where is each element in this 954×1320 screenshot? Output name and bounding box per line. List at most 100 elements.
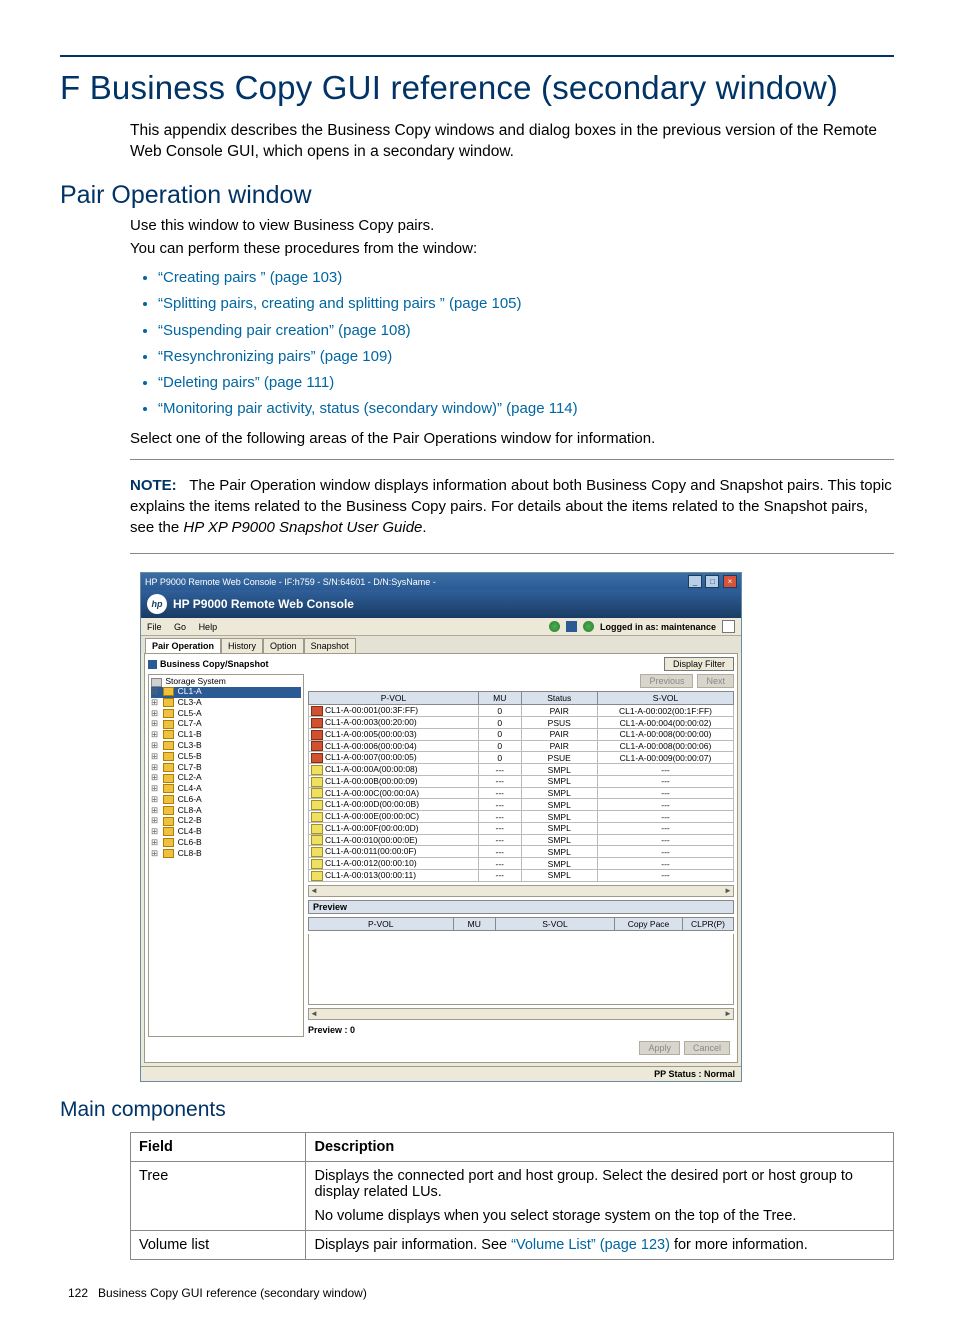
h-scrollbar[interactable]: ◄► bbox=[308, 885, 734, 897]
folder-icon bbox=[163, 698, 174, 707]
table-row[interactable]: CL1-A-00:00F(00:00:0D)---SMPL--- bbox=[309, 822, 734, 834]
tab-snapshot[interactable]: Snapshot bbox=[304, 638, 356, 653]
table-row[interactable]: CL1-A-00:00D(00:00:0B)---SMPL--- bbox=[309, 799, 734, 811]
page-number: 122 bbox=[68, 1286, 88, 1300]
note-label: NOTE: bbox=[130, 477, 177, 494]
pv-th-svol: S-VOL bbox=[496, 917, 615, 930]
tab-history[interactable]: History bbox=[221, 638, 263, 653]
note-block: NOTE: The Pair Operation window displays… bbox=[130, 475, 894, 538]
minimize-icon[interactable]: _ bbox=[688, 575, 702, 588]
p-procedures: You can perform these procedures from th… bbox=[130, 239, 894, 260]
preview-scrollbar[interactable]: ◄► bbox=[308, 1008, 734, 1020]
tab-option[interactable]: Option bbox=[263, 638, 304, 653]
login-label: Logged in as: maintenance bbox=[600, 622, 716, 632]
pair-status-icon bbox=[311, 824, 323, 834]
tree-item[interactable]: ⊞ CL5-B bbox=[151, 752, 301, 763]
panel-marker-icon bbox=[148, 660, 157, 669]
mc-desc-volume-list: Displays pair information. See “Volume L… bbox=[306, 1230, 894, 1259]
tree-item[interactable]: ⊞ CL3-A bbox=[151, 698, 301, 709]
folder-icon bbox=[163, 720, 174, 729]
folder-icon bbox=[163, 806, 174, 815]
separator-2 bbox=[130, 553, 894, 554]
tree-item[interactable]: ⊞ CL3-B bbox=[151, 741, 301, 752]
tree-item[interactable]: ⊞ CL4-B bbox=[151, 827, 301, 838]
tree-item[interactable]: ⊞ CL1-B bbox=[151, 730, 301, 741]
tree-item[interactable]: ⊞ CL8-A bbox=[151, 806, 301, 817]
tree-item[interactable]: ⊞ CL2-B bbox=[151, 816, 301, 827]
toolbox-icon[interactable] bbox=[566, 621, 577, 632]
th-status[interactable]: Status bbox=[521, 692, 598, 705]
table-row[interactable]: CL1-A-00:011(00:00:0F)---SMPL--- bbox=[309, 846, 734, 858]
menu-go[interactable]: Go bbox=[174, 622, 186, 632]
mc-field-tree: Tree bbox=[131, 1161, 306, 1230]
titlebar: HP P9000 Remote Web Console - IF:h759 - … bbox=[141, 573, 741, 590]
table-row[interactable]: CL1-A-00:006(00:00:04)0PAIRCL1-A-00:008(… bbox=[309, 740, 734, 752]
footer-text: Business Copy GUI reference (secondary w… bbox=[98, 1286, 367, 1300]
tree-item[interactable]: ⊞ CL7-A bbox=[151, 719, 301, 730]
storage-system-icon bbox=[151, 678, 162, 687]
grid-icon[interactable] bbox=[722, 620, 735, 633]
tree-item[interactable]: ⊞ CL8-B bbox=[151, 849, 301, 860]
table-row[interactable]: CL1-A-00:013(00:00:11)---SMPL--- bbox=[309, 869, 734, 881]
volume-list-table[interactable]: P-VOL MU Status S-VOL CL1-A-00:001(00:3F… bbox=[308, 691, 734, 881]
display-filter-button[interactable]: Display Filter bbox=[664, 657, 734, 671]
link-monitoring[interactable]: “Monitoring pair activity, status (secon… bbox=[158, 396, 894, 422]
table-row[interactable]: CL1-A-00:003(00:20:00)0PSUSCL1-A-00:004(… bbox=[309, 717, 734, 729]
pv-th-pvol: P-VOL bbox=[309, 917, 454, 930]
menu-file[interactable]: File bbox=[147, 622, 162, 632]
tree-item[interactable]: ⊞ CL2-A bbox=[151, 773, 301, 784]
tree-item[interactable]: ⊞ CL7-B bbox=[151, 763, 301, 774]
tree-root[interactable]: Storage System bbox=[165, 676, 225, 686]
link-resynchronizing[interactable]: “Resynchronizing pairs” (page 109) bbox=[158, 344, 894, 370]
page-footer: 122 Business Copy GUI reference (seconda… bbox=[68, 1286, 894, 1300]
table-row[interactable]: CL1-A-00:005(00:00:03)0PAIRCL1-A-00:008(… bbox=[309, 728, 734, 740]
tree-item[interactable]: ⊞ CL6-B bbox=[151, 838, 301, 849]
table-row[interactable]: CL1-A-00:00C(00:00:0A)---SMPL--- bbox=[309, 787, 734, 799]
folder-icon bbox=[163, 795, 174, 804]
mc-th-desc: Description bbox=[306, 1132, 894, 1161]
folder-icon bbox=[163, 838, 174, 847]
pp-status: PP Status : Normal bbox=[654, 1069, 735, 1079]
table-row[interactable]: CL1-A-00:007(00:00:05)0PSUECL1-A-00:009(… bbox=[309, 752, 734, 764]
table-row[interactable]: CL1-A-00:00E(00:00:0C)---SMPL--- bbox=[309, 811, 734, 823]
cancel-button: Cancel bbox=[684, 1041, 730, 1055]
separator bbox=[130, 459, 894, 460]
th-mu[interactable]: MU bbox=[479, 692, 522, 705]
tree-panel[interactable]: Storage System ⊟ CL1-A ⊞ CL3-A⊞ CL5-A⊞ C… bbox=[148, 674, 304, 1036]
link-volume-list[interactable]: “Volume List” (page 123) bbox=[511, 1237, 670, 1253]
pair-status-icon bbox=[311, 859, 323, 869]
link-creating-pairs[interactable]: “Creating pairs ” (page 103) bbox=[158, 265, 894, 291]
procedure-links: “Creating pairs ” (page 103) “Splitting … bbox=[158, 265, 894, 423]
main-components-table: Field Description Tree Displays the conn… bbox=[130, 1132, 894, 1260]
link-suspending[interactable]: “Suspending pair creation” (page 108) bbox=[158, 318, 894, 344]
folder-icon bbox=[163, 774, 174, 783]
refresh-icon[interactable] bbox=[583, 621, 594, 632]
th-svol[interactable]: S-VOL bbox=[598, 692, 734, 705]
tab-pair-operation[interactable]: Pair Operation bbox=[145, 638, 221, 653]
tree-item[interactable]: ⊞ CL6-A bbox=[151, 795, 301, 806]
link-splitting-pairs[interactable]: “Splitting pairs, creating and splitting… bbox=[158, 291, 894, 317]
menu-bar: File Go Help Logged in as: maintenance bbox=[141, 618, 741, 636]
tree-item[interactable]: ⊞ CL4-A bbox=[151, 784, 301, 795]
link-deleting[interactable]: “Deleting pairs” (page 111) bbox=[158, 370, 894, 396]
folder-icon bbox=[163, 741, 174, 750]
table-row[interactable]: CL1-A-00:00A(00:00:08)---SMPL--- bbox=[309, 764, 734, 776]
maximize-icon[interactable]: □ bbox=[705, 575, 719, 588]
pair-status-icon bbox=[311, 765, 323, 775]
preview-count: Preview : 0 bbox=[308, 1023, 734, 1037]
table-row[interactable]: CL1-A-00:001(00:3F:FF)0PAIRCL1-A-00:002(… bbox=[309, 705, 734, 717]
close-icon[interactable]: × bbox=[723, 575, 737, 588]
tree-item-selected[interactable]: ⊟ CL1-A bbox=[151, 687, 301, 698]
table-row[interactable]: CL1-A-00:012(00:00:10)---SMPL--- bbox=[309, 858, 734, 870]
pair-status-icon bbox=[311, 871, 323, 881]
brand-bar: hp HP P9000 Remote Web Console bbox=[141, 590, 741, 618]
next-button: Next bbox=[697, 674, 734, 688]
tree-item[interactable]: ⊞ CL5-A bbox=[151, 709, 301, 720]
menu-help[interactable]: Help bbox=[199, 622, 218, 632]
table-row[interactable]: CL1-A-00:00B(00:00:09)---SMPL--- bbox=[309, 775, 734, 787]
pv-th-mu: MU bbox=[453, 917, 496, 930]
apply-button: Apply bbox=[639, 1041, 680, 1055]
table-row[interactable]: CL1-A-00:010(00:00:0E)---SMPL--- bbox=[309, 834, 734, 846]
p-use-window: Use this window to view Business Copy pa… bbox=[130, 216, 894, 237]
th-pvol[interactable]: P-VOL bbox=[309, 692, 479, 705]
